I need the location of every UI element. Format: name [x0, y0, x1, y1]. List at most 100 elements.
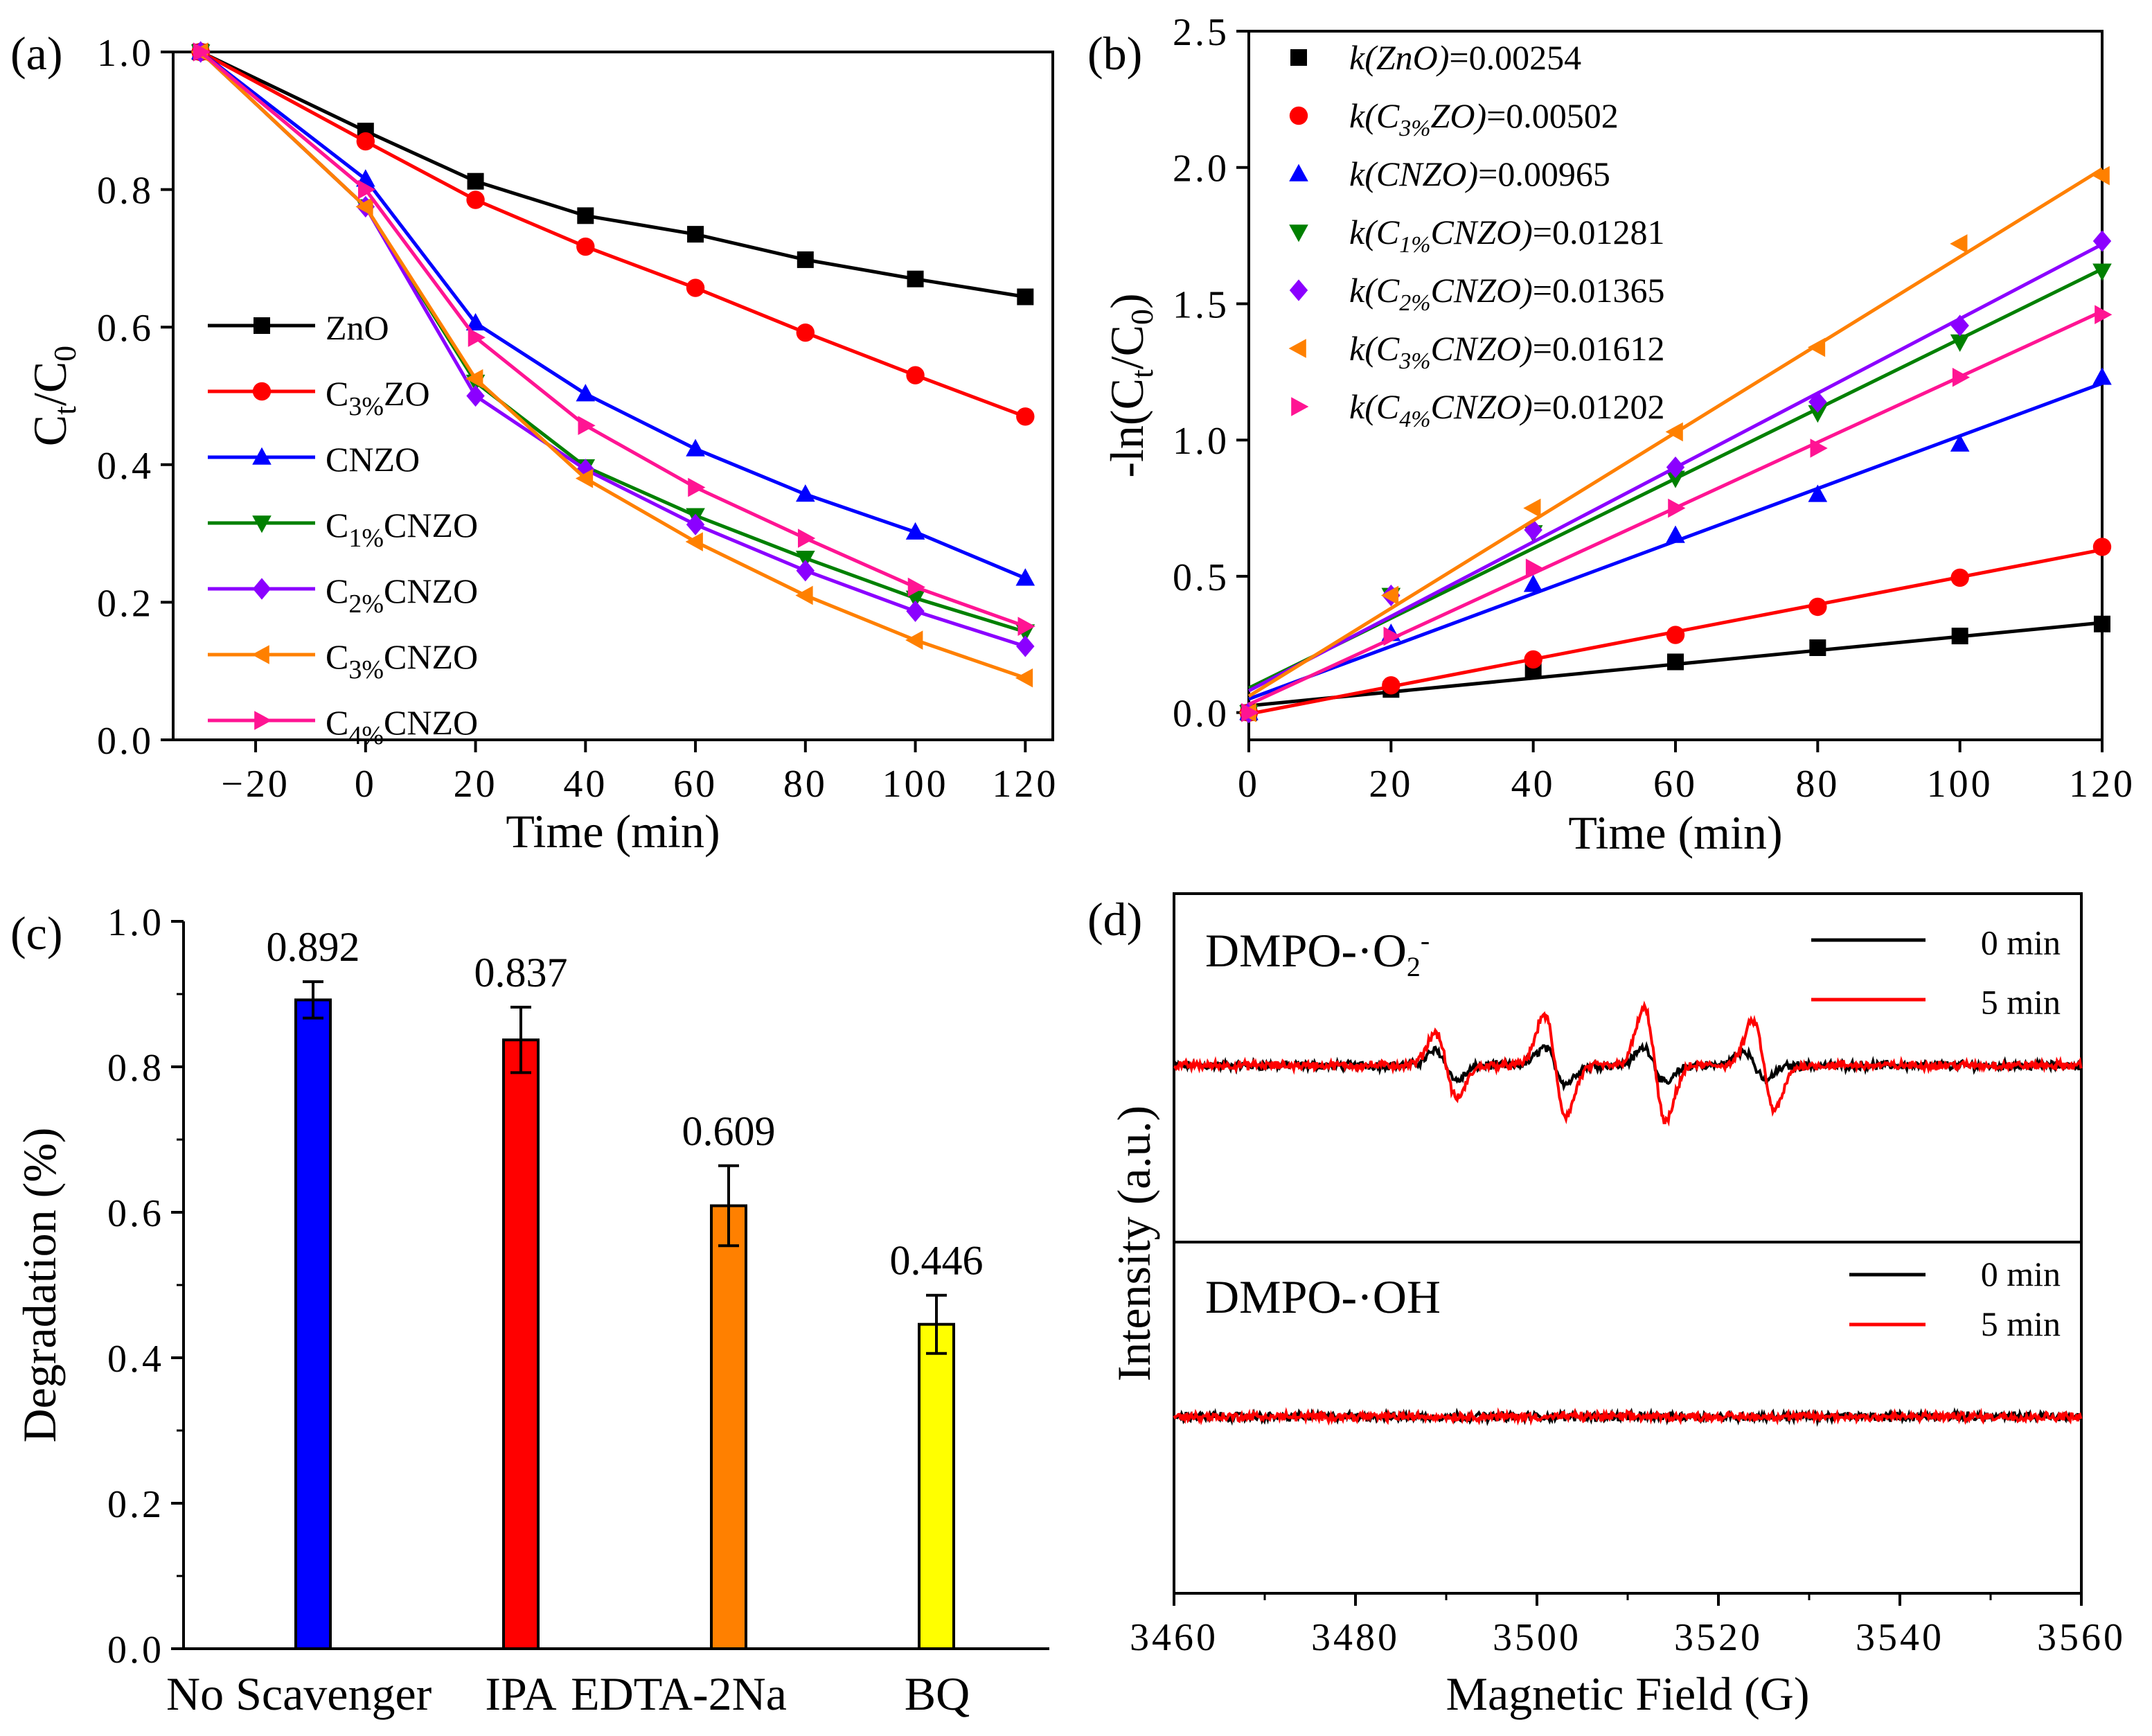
panel-a-point-C3%ZO: [686, 278, 705, 297]
panel-a-point-C3%CNZO: [575, 468, 594, 488]
legend-k-sub: 4%: [1399, 407, 1430, 432]
panel-c-y-tick-label: 0.6: [107, 1192, 164, 1235]
panel-b-point-5: [1380, 585, 1399, 605]
panel-b-point-6: [2095, 305, 2113, 324]
legend-k: k(C: [1349, 329, 1400, 368]
ylabel-part: /C: [1101, 325, 1153, 369]
panel-b-y-tick-label: 2.5: [1173, 11, 1229, 54]
panel-a-legend-label: C3%CNZO: [326, 637, 478, 684]
panel-b-legend-label: k(CNZO)=0.00965: [1349, 154, 1610, 193]
panel-a-legend-label: C2%CNZO: [326, 572, 478, 619]
label-sup: -: [1421, 925, 1430, 956]
panel-a-frame: [172, 51, 1054, 741]
panel-b-point-4: [1950, 315, 1969, 337]
panel-b-point-6: [1952, 367, 1971, 387]
panel-c-label: (c): [10, 907, 62, 959]
panel-a-point-C3%CNZO: [1015, 668, 1033, 688]
panel-b-x-tick-label: 100: [1927, 763, 1993, 806]
panel-a-point-C3%CNZO: [465, 369, 483, 389]
panel-a-point-C2%CNZO: [906, 600, 925, 622]
panel-d-y-axis-label: Intensity (a.u.): [1108, 1106, 1160, 1381]
panel-d-legend-label: 0 min: [1981, 1255, 2061, 1293]
panel-d-subplot-label: DMPO-·OH: [1205, 1270, 1441, 1323]
panel-a-point-C2%CNZO: [686, 513, 705, 535]
legend-k: k(CNZO: [1349, 154, 1466, 193]
ylabel-part: -ln(C: [1101, 378, 1153, 478]
panel-d-subplot-1: DMPO-·OH 0 min 5 min: [1173, 1255, 2083, 1427]
panel-a-legend-marker: [251, 645, 269, 664]
panel-a-point-C1%CNZO: [796, 551, 815, 569]
legend-value: =0.01281: [1533, 213, 1665, 251]
panel-a-point-C4%CNZO: [907, 577, 925, 597]
ylabel-sub: t: [1124, 369, 1159, 378]
panel-a-point-C4%CNZO: [578, 416, 596, 435]
panel-b-point-6: [1525, 558, 1544, 578]
panel-b-legend-marker: [1290, 49, 1307, 66]
panel-b-point-2: [1523, 574, 1543, 592]
legend-main: C: [326, 374, 348, 413]
panel-a-point-C3%ZO: [906, 366, 925, 384]
panel-d: 3460 3480 3500 3520 3540 3560 Magnetic Field (…: [1087, 892, 2123, 1720]
legend-rest: CNZO: [384, 637, 478, 676]
panel-b-point-1: [1524, 650, 1542, 669]
panel-a-legend-marker: [252, 578, 272, 600]
panel-d-label: (d): [1087, 893, 1142, 946]
panel-a-series-4: [191, 41, 1035, 657]
panel-b-y-tick-label: 1.0: [1173, 420, 1229, 463]
legend-k-sub: 1%: [1399, 232, 1430, 258]
panel-a-point-C4%CNZO: [468, 328, 486, 347]
panel-c-data-label: 0.446: [890, 1238, 984, 1284]
panel-b-point-4: [2092, 230, 2112, 252]
ylabel-part: ): [1101, 293, 1153, 309]
legend-k: k(C: [1349, 96, 1400, 135]
panel-b-legend-marker: [1289, 163, 1308, 181]
ylabel-part: /C: [24, 362, 76, 406]
panel-a-point-ZnO: [687, 226, 704, 243]
panel-c-category-label: IPA: [485, 1667, 556, 1720]
legend-k-sub: 3%: [1398, 116, 1430, 141]
legend-value: =0.00502: [1486, 96, 1619, 135]
legend-main: CNZO: [326, 440, 420, 479]
panel-b-legend: k(ZnO)=0.00254k(C3%ZO)=0.00502k(CNZO)=0.…: [1288, 38, 1665, 432]
panel-b-point-4: [1666, 456, 1685, 479]
panel-a-point-C3%CNZO: [685, 532, 703, 551]
panel-b-point-4: [1808, 391, 1827, 413]
panel-b-point-1: [1808, 597, 1827, 617]
panel-b-x-tick-label: 0: [1238, 763, 1260, 806]
panel-c-data-label: 0.837: [474, 950, 568, 995]
panel-a-x-tick-label: 20: [454, 763, 498, 806]
panel-a-line-CNZO: [199, 51, 1026, 580]
panel-b-series-6: [1241, 305, 2113, 723]
panel-a-legend-label: ZnO: [326, 308, 389, 347]
legend-value: =0.01365: [1533, 271, 1665, 310]
panel-b-x-tick-label: 20: [1369, 763, 1413, 806]
panel-a-x-tick-label: 0: [355, 763, 377, 806]
panel-c-y-tick-label: 0.2: [107, 1483, 164, 1526]
panel-b-point-1: [1950, 568, 1969, 587]
legend-sub: 4%: [348, 721, 384, 750]
panel-a-point-C3%ZO: [1016, 407, 1035, 426]
panel-a-y-tick-label: 0.4: [97, 445, 154, 488]
panel-c-y-tick-label: 1.0: [107, 901, 164, 944]
panel-b-legend-label: k(C2%CNZO)=0.01365: [1349, 271, 1665, 316]
panel-a-y-tick-label: 1.0: [97, 32, 154, 75]
panel-a-point-CNZO: [1015, 568, 1035, 586]
panel-a-legend-marker: [252, 382, 272, 401]
panel-a-point-CNZO: [686, 439, 705, 457]
panel-a-point-C3%CNZO: [355, 197, 373, 217]
panel-b-point-2: [1808, 484, 1828, 502]
panel-a-x-tick-label: 80: [783, 763, 828, 806]
panel-a-point-ZnO: [577, 207, 594, 224]
legend-k-rest: CNZO): [1431, 213, 1533, 251]
panel-b-legend-label: k(C3%ZO)=0.00502: [1349, 96, 1619, 141]
panel-a-point-C4%CNZO: [688, 477, 706, 497]
panel-d-legend-label: 0 min: [1981, 923, 2061, 962]
panel-b-x-tick-label: 120: [2069, 763, 2135, 806]
panel-a-line-ZnO: [199, 50, 1026, 299]
panel-b-x-tick-label: 60: [1653, 763, 1698, 806]
panel-a-point-C3%ZO: [796, 323, 815, 342]
panel-a-x-tick-label: 120: [992, 763, 1058, 806]
panel-b-point-2: [1666, 525, 1685, 543]
panel-a-series-2: [190, 42, 1035, 586]
panel-a-legend-label: CNZO: [326, 440, 420, 479]
